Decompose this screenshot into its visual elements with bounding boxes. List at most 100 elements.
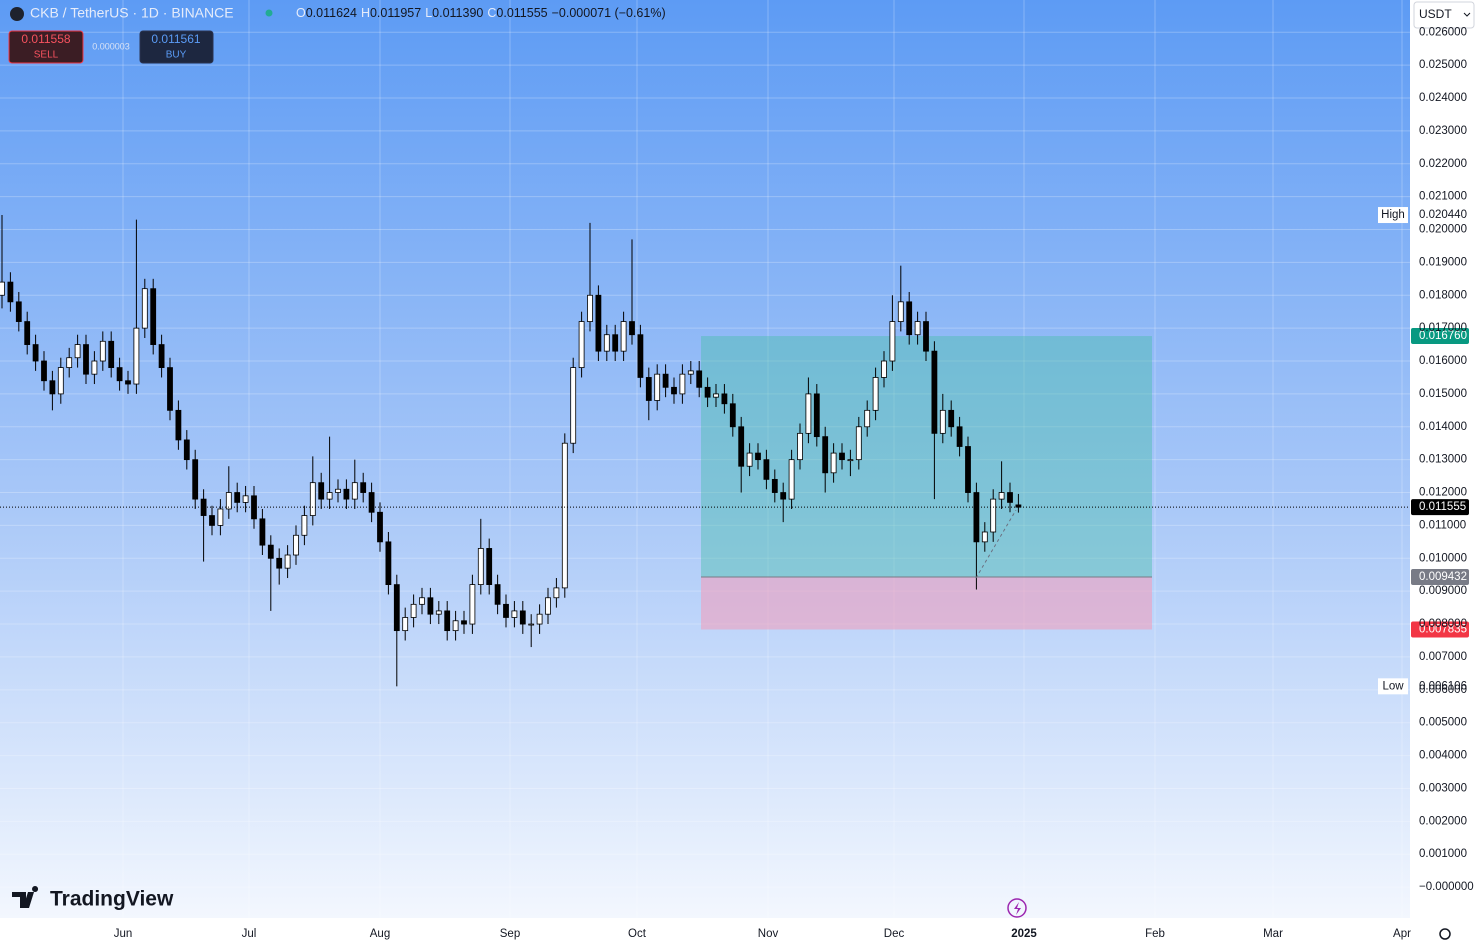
candle-body — [15, 301, 22, 322]
ohlc-value: 0.011957 — [370, 6, 421, 20]
candle-body — [931, 350, 938, 434]
candle-body — [855, 426, 862, 461]
spread: 0.000003 — [92, 41, 130, 51]
candle-body — [318, 482, 325, 500]
candle-body — [402, 617, 409, 632]
y-tick-label: 0.018000 — [1419, 289, 1467, 301]
y-tick-label: 0.015000 — [1419, 388, 1467, 400]
candle-body — [662, 373, 669, 388]
candle-body — [704, 386, 711, 398]
x-tick-label: 2025 — [1011, 928, 1037, 940]
events-bolt — [1014, 902, 1021, 915]
candle-body — [461, 620, 467, 625]
candle-body — [183, 439, 190, 461]
x-tick-label: Jul — [242, 928, 257, 940]
candle-body — [49, 380, 56, 395]
candle-body — [998, 492, 1005, 500]
candle-body — [645, 377, 652, 401]
candle-body — [7, 281, 14, 303]
candle-body — [410, 603, 417, 618]
candle-body — [217, 508, 224, 526]
y-tick-label: 0.021000 — [1419, 191, 1467, 203]
candle-body — [494, 584, 501, 605]
price-badge — [1411, 678, 1469, 695]
candle-body — [335, 488, 341, 493]
entry-connector — [975, 509, 1017, 579]
candle-body — [0, 281, 5, 296]
symbol-icon — [10, 7, 24, 21]
candle-body — [713, 393, 719, 398]
candle-body — [746, 452, 753, 467]
price-badge — [1411, 207, 1469, 224]
x-tick-label: Apr — [1393, 928, 1411, 940]
price-badge-label: 0.020440 — [1419, 209, 1467, 221]
candle-body — [83, 344, 89, 375]
candle-body — [435, 610, 442, 615]
candle-body — [150, 288, 157, 345]
stop-badge-label: 0.007835 — [1419, 624, 1467, 636]
candle-body — [209, 515, 215, 526]
candle-body — [637, 334, 644, 378]
candle-body — [469, 584, 476, 625]
candle-body — [267, 544, 274, 559]
y-tick-label: 0.012000 — [1419, 487, 1467, 499]
candle-body — [738, 426, 745, 467]
x-tick-label: Mar — [1263, 928, 1283, 940]
y-tick-label: 0.017000 — [1419, 322, 1467, 334]
price-badge-label: 0.006106 — [1419, 680, 1467, 692]
y-tick-label: 0.005000 — [1419, 717, 1467, 729]
candle-body — [167, 367, 173, 411]
candle-body — [687, 370, 694, 375]
candle-body — [881, 360, 887, 378]
candle-body — [889, 321, 896, 362]
grid — [0, 0, 1410, 918]
candle-body — [503, 603, 509, 618]
buy-button[interactable] — [139, 30, 214, 64]
y-tick-label: 0.014000 — [1419, 421, 1467, 433]
plot-background — [0, 0, 1410, 918]
y-tick-label: 0.022000 — [1419, 158, 1467, 170]
candle-body — [293, 534, 299, 556]
candle-body — [654, 373, 661, 401]
candle-body — [553, 587, 560, 599]
candle-body — [133, 327, 140, 385]
sell-label: SELL — [34, 50, 59, 61]
candle-body — [679, 373, 686, 395]
candle-body — [519, 610, 526, 625]
ohlc-change: −0.000071 (−0.61%) — [552, 6, 666, 20]
ohlc-readout: O0.011624 H0.011957 L0.011390 C0.011555 −0.0… — [296, 6, 666, 20]
brand-logo — [12, 886, 39, 908]
candle-body — [603, 334, 610, 352]
symbol-title[interactable]: CKB / TetherUS · 1D · BINANCE — [30, 5, 234, 21]
sell-button[interactable] — [8, 30, 84, 64]
candle-body — [1007, 492, 1013, 503]
y-tick-label: 0.003000 — [1419, 782, 1467, 794]
candle-body — [284, 554, 291, 569]
candle-body — [587, 294, 593, 322]
brand-name: TradingView — [50, 888, 174, 911]
candle-body — [301, 515, 308, 536]
candle-body — [545, 597, 551, 615]
candle-body — [696, 370, 703, 388]
settings-icon[interactable] — [1439, 928, 1451, 940]
candle-body — [595, 294, 602, 352]
candle-body — [763, 459, 770, 480]
candle-body — [377, 511, 383, 543]
stop-badge — [1411, 621, 1469, 638]
target-badge — [1411, 328, 1469, 345]
events-icon[interactable] — [1007, 898, 1027, 918]
candle-body — [771, 478, 778, 493]
ohlc-value: 0.011390 — [432, 6, 483, 20]
last-price-label: 0.011555 — [1419, 501, 1466, 513]
candle-body — [528, 623, 535, 626]
currency-label: USDT — [1419, 7, 1452, 21]
candle-body — [242, 495, 249, 503]
currency-select[interactable] — [1413, 1, 1475, 29]
candle-body — [234, 492, 241, 503]
candle-body — [477, 548, 484, 586]
ohlc-value: 0.011555 — [496, 6, 547, 20]
candle-body — [66, 357, 73, 368]
candle-body — [175, 409, 182, 441]
candle-body — [158, 344, 165, 368]
